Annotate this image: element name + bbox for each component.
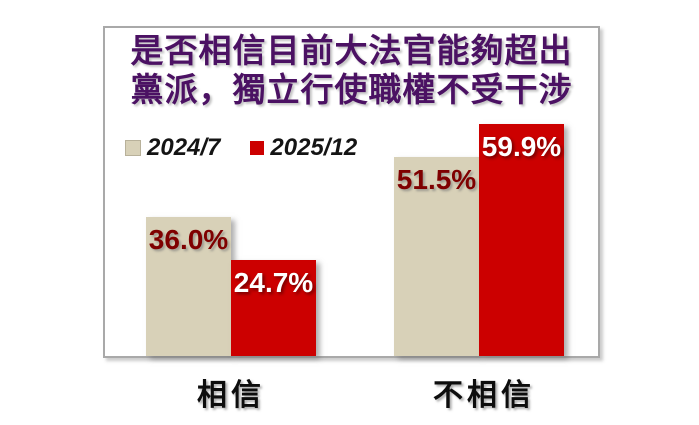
bar-value-label: 36.0% — [148, 224, 229, 255]
legend-swatch-2025-12 — [250, 141, 265, 155]
bar-2025/12-相信: 24.7% — [231, 260, 316, 356]
category-label-not-believe: 不相信 — [433, 378, 535, 413]
bar-value-label: 51.5% — [396, 164, 477, 195]
legend-swatch-2024-7 — [125, 140, 141, 156]
category-labels: 相信 不相信 — [0, 370, 699, 415]
bar-2025/12-不相信: 59.9% — [479, 124, 564, 356]
bar-2024/7-不相信: 51.5% — [394, 157, 479, 356]
bar-value-label: 24.7% — [233, 267, 314, 298]
chart-title-line2: 黨派，獨立行使職權不受干涉 — [130, 69, 573, 109]
chart-title: 是否相信目前大法官能夠超出 黨派，獨立行使職權不受干涉 — [105, 31, 598, 110]
legend-item-2025-12: 2025/12 — [250, 134, 357, 162]
chart-title-line1: 是否相信目前大法官能夠超出 — [130, 31, 573, 70]
plot-area: 36.0% 24.7% 51.5% 59.9% — [105, 28, 598, 356]
legend-label-2024-7: 2024/7 — [147, 134, 221, 161]
chart-frame: 是否相信目前大法官能夠超出 黨派，獨立行使職權不受干涉 2024/7 2025/… — [103, 26, 600, 358]
category-label-believe: 相信 — [197, 378, 265, 413]
bar-value-label: 59.9% — [481, 131, 562, 162]
legend-label-2025-12: 2025/12 — [270, 134, 358, 161]
legend-item-2024-7: 2024/7 — [125, 134, 220, 162]
bar-2024/7-相信: 36.0% — [146, 217, 231, 356]
legend: 2024/7 2025/12 — [125, 134, 357, 162]
